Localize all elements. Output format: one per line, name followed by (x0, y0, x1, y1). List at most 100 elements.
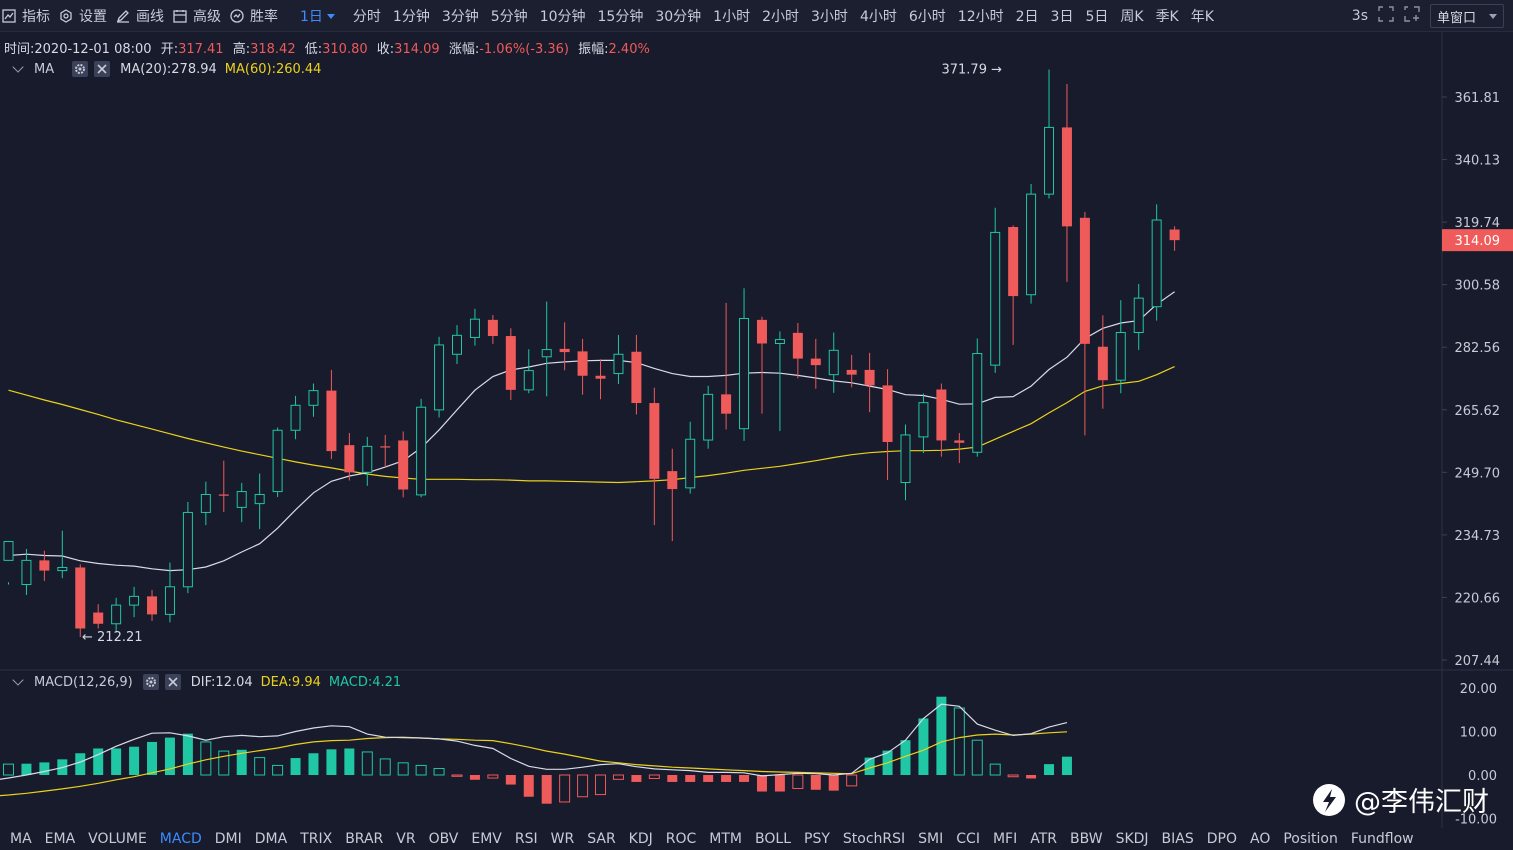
indicator-dpo[interactable]: DPO (1206, 831, 1237, 847)
macd-bar (469, 775, 480, 780)
period-18[interactable]: 季K (1155, 8, 1179, 25)
advanced-tool[interactable]: 高级 (173, 6, 221, 26)
macd-bar (685, 775, 696, 782)
candle (254, 473, 265, 530)
indicator-emv[interactable]: EMV (471, 831, 502, 847)
indicator-vr[interactable]: VR (396, 831, 416, 847)
indicator-fundflow[interactable]: Fundflow (1350, 831, 1414, 847)
indicator-mtm[interactable]: MTM (709, 831, 743, 847)
ma60-line-layer (8, 366, 1175, 484)
macd-legend-value: MACD:4.21 (328, 674, 402, 690)
indicator-dmi[interactable]: DMI (214, 831, 242, 847)
period-8[interactable]: 1小时 (713, 8, 751, 25)
period-4[interactable]: 5分钟 (490, 8, 528, 25)
candle (75, 564, 86, 637)
macd-bar (451, 774, 463, 777)
period-13[interactable]: 12小时 (957, 8, 1004, 25)
period-14[interactable]: 2日 (1015, 8, 1039, 25)
period-11[interactable]: 4小时 (859, 8, 897, 25)
draw-tool[interactable]: 画线 (116, 6, 164, 26)
macd-bar (236, 749, 247, 775)
open-label: 开: (160, 42, 179, 57)
collapse-chevron-icon[interactable] (12, 61, 24, 73)
indicator-position[interactable]: Position (1283, 831, 1338, 847)
candle (200, 481, 211, 526)
winrate-tool[interactable]: 胜率 (230, 6, 278, 26)
period-3[interactable]: 3分钟 (441, 8, 479, 25)
period-12[interactable]: 6小时 (908, 8, 946, 25)
period-5[interactable]: 10分钟 (539, 8, 586, 25)
candle (756, 316, 767, 414)
period-7[interactable]: 30分钟 (655, 8, 702, 25)
period-16[interactable]: 5日 (1085, 8, 1109, 25)
candle (3, 541, 14, 585)
indicator-psy[interactable]: PSY (804, 831, 830, 847)
candle (416, 398, 427, 498)
indicator-tool[interactable]: 指标 (2, 6, 50, 26)
amplitude-label: 振幅: (578, 42, 609, 57)
chevron-down-icon (1489, 13, 1497, 19)
indicator-boll[interactable]: BOLL (755, 831, 791, 847)
calendar-icon (173, 9, 190, 23)
period-17[interactable]: 周K (1120, 8, 1144, 25)
ma-close-icon[interactable] (94, 61, 111, 77)
indicator-stochrsi[interactable]: StochRSI (842, 831, 906, 847)
dea-line (0, 731, 1068, 797)
indicator-smi[interactable]: SMI (918, 831, 944, 847)
indicator-trix[interactable]: TRIX (300, 831, 333, 847)
period-1[interactable]: 分时 (352, 8, 381, 25)
macd-bar (379, 758, 391, 776)
period-19[interactable]: 年K (1190, 8, 1214, 25)
indicator-sar[interactable]: SAR (587, 831, 616, 847)
macd-bar (828, 775, 839, 791)
indicator-volume[interactable]: VOLUME (88, 831, 147, 847)
dif-line (0, 703, 1068, 780)
macd-bar (3, 763, 14, 776)
change-value: -1.06%(-3.36) (479, 42, 569, 57)
macd-bar (272, 764, 284, 776)
collapse-chevron-icon[interactable] (12, 674, 24, 686)
ma60-legend-value: MA(60):260.44 (224, 61, 322, 77)
candle (469, 308, 480, 346)
period-2[interactable]: 1分钟 (392, 8, 430, 25)
macd-bar (918, 718, 929, 775)
indicator-mfi[interactable]: MFI (992, 831, 1018, 847)
indicator-wr[interactable]: WR (550, 831, 575, 847)
window-select[interactable]: 单窗口 (1430, 4, 1504, 28)
period-10[interactable]: 3小时 (811, 8, 848, 25)
period-6[interactable]: 15分钟 (597, 8, 644, 25)
indicator-ao[interactable]: AO (1250, 831, 1271, 847)
indicator-rsi[interactable]: RSI (514, 831, 538, 847)
indicator-roc[interactable]: ROC (665, 831, 697, 847)
candle (972, 338, 983, 457)
macd-settings-gear-icon[interactable] (142, 674, 159, 690)
period-0[interactable]: 1日 (296, 6, 339, 26)
period-15[interactable]: 3日 (1050, 8, 1074, 25)
indicator-bbw[interactable]: BBW (1070, 831, 1103, 847)
kline-chart[interactable]: 361.81 340.13 319.74 300.58 282.56 265.62 249.… (0, 0, 1513, 828)
period-9[interactable]: 2小时 (762, 8, 800, 25)
indicator-kdj[interactable]: KDJ (628, 831, 653, 847)
indicator-bias[interactable]: BIAS (1161, 831, 1194, 847)
refresh-interval[interactable]: 3s (1351, 8, 1368, 24)
macd-close-icon[interactable] (164, 674, 181, 690)
indicator-ma[interactable]: MA (10, 831, 32, 847)
candle (326, 369, 337, 460)
fullscreen-icon[interactable] (1378, 6, 1394, 26)
tool-label: 设置 (79, 8, 107, 25)
candle (236, 482, 247, 523)
indicator-cci[interactable]: CCI (956, 831, 980, 847)
indicator-brar[interactable]: BRAR (345, 831, 384, 847)
ma-settings-gear-icon[interactable] (72, 61, 89, 77)
indicator-dma[interactable]: DMA (254, 831, 288, 847)
screenshot-icon[interactable] (1404, 6, 1420, 26)
candle (667, 448, 678, 542)
indicator-macd[interactable]: MACD (159, 831, 202, 847)
settings-tool[interactable]: 设置 (59, 6, 107, 26)
indicator-atr[interactable]: ATR (1030, 831, 1057, 847)
indicator-obv[interactable]: OBV (428, 831, 459, 847)
candle (577, 338, 588, 395)
indicator-ema[interactable]: EMA (44, 831, 76, 847)
indicator-skdj[interactable]: SKDJ (1115, 831, 1149, 847)
macd-bar (989, 763, 1001, 776)
